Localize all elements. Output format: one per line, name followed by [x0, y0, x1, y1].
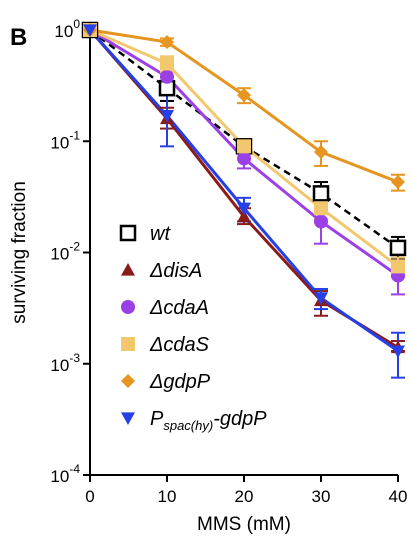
series-lines: [88, 28, 399, 353]
legend-label-gdpP: ΔgdpP: [149, 371, 211, 393]
point-wt: [389, 239, 407, 257]
point-cdaS: [160, 56, 174, 71]
x-tick-label: 30: [312, 487, 331, 506]
legend: wt ΔdisA ΔcdaA ΔcdaS ΔgdpP Pspac(hy)-gdpP: [119, 223, 267, 433]
point-gdpP: [391, 175, 405, 190]
legend-label-wt: wt: [150, 223, 171, 245]
legend-marker-wt: [119, 224, 137, 242]
point-cdaS: [391, 259, 405, 274]
point-cdaS: [237, 139, 251, 154]
point-spac: [237, 202, 251, 216]
point-cdaA: [237, 151, 251, 166]
x-tick-label: 40: [389, 487, 408, 506]
point-spac: [391, 345, 405, 359]
x-tick-label: 20: [235, 487, 254, 506]
point-gdpP: [314, 145, 328, 160]
legend-marker-gdpP: [121, 374, 135, 388]
legend-marker-cdaA: [121, 300, 135, 314]
point-spac: [314, 292, 328, 305]
line-disA: [88, 29, 399, 349]
legend-label-cdaS: ΔcdaS: [149, 334, 210, 356]
point-spac: [160, 110, 174, 123]
point-gdpP: [160, 35, 174, 50]
point-cdaS: [314, 201, 328, 216]
series-markers: [81, 21, 407, 359]
point-cdaA: [160, 69, 174, 84]
legend-marker-disA: [121, 263, 135, 276]
legend-marker-spac: [121, 412, 135, 425]
x-tick-label: 0: [85, 487, 94, 506]
point-cdaA: [314, 214, 328, 229]
panel-letter: B: [10, 24, 27, 51]
x-tick-label: 10: [158, 487, 177, 506]
legend-label-cdaA: ΔcdaA: [149, 297, 209, 319]
legend-label-disA: ΔdisA: [149, 260, 202, 282]
y-axis-title: surviving fraction: [9, 181, 30, 324]
x-axis-title: MMS (mM): [197, 514, 291, 535]
y-tick-label: 10-1: [50, 128, 80, 152]
point-gdpP: [237, 88, 251, 103]
legend-marker-cdaS: [121, 337, 135, 351]
line-spac: [88, 28, 399, 353]
y-tick-label: 10-4: [50, 462, 80, 486]
axes: 0 10 20 30 40 100 10-1 10-2 10-3 10-4 MMS (mM) surv…: [9, 17, 407, 535]
error-bars: [160, 37, 405, 379]
point-spac: [83, 24, 97, 37]
y-tick-label: 10-2: [50, 240, 80, 264]
point-wt: [312, 185, 330, 202]
point-disA: [237, 209, 251, 223]
y-tick-label: 10-3: [50, 351, 80, 375]
y-tick-label: 100: [54, 17, 80, 41]
legend-label-spac: Pspac(hy)-gdpP: [150, 408, 267, 433]
